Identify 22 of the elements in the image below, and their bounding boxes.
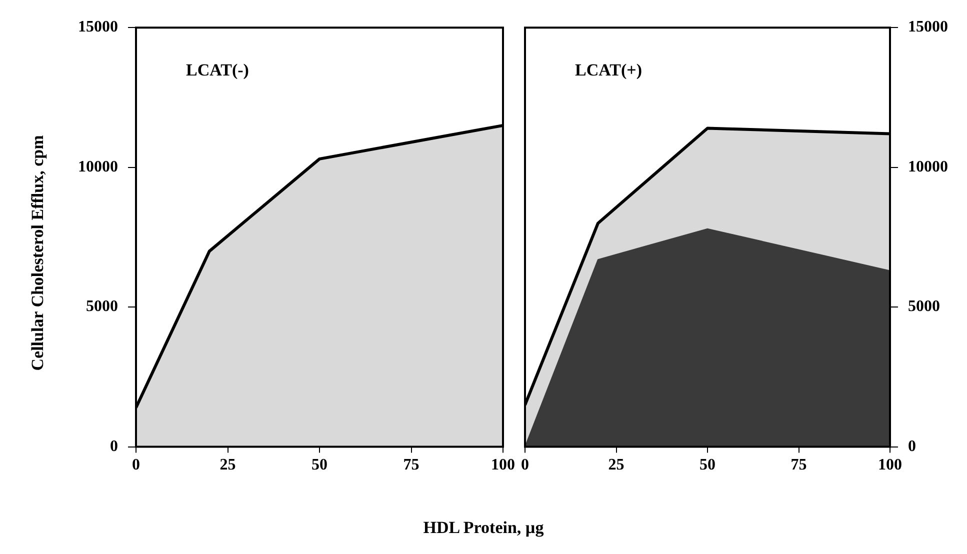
y-tick-label: 0 [908, 438, 916, 455]
x-axis-title: HDL Protein, µg [422, 518, 545, 538]
x-tick-label: 0 [132, 456, 140, 474]
x-tick-label: 25 [220, 456, 236, 474]
y-tick-label: 0 [110, 438, 118, 455]
y-tick-label: 5000 [86, 298, 118, 316]
y-axis-title: Cellular Cholesterol Efflux, cpm [28, 135, 48, 371]
x-tick-label: 100 [878, 456, 902, 474]
y-tick-label: 5000 [908, 298, 940, 316]
x-tick-label: 100 [491, 456, 515, 474]
annotation: LCAT(+) [575, 60, 642, 80]
x-tick-label: 50 [312, 456, 328, 474]
x-tick-label: 25 [608, 456, 624, 474]
y-tick-label: 10000 [908, 158, 948, 176]
x-tick-label: 0 [521, 456, 529, 474]
y-tick-label: 10000 [78, 158, 118, 176]
x-tick-label: 50 [700, 456, 716, 474]
annotation: LCAT(-) [186, 60, 249, 80]
x-tick-label: 75 [403, 456, 420, 474]
y-tick-label: 15000 [908, 18, 948, 36]
x-tick-label: 75 [790, 456, 807, 474]
y-tick-label: 15000 [78, 18, 118, 36]
